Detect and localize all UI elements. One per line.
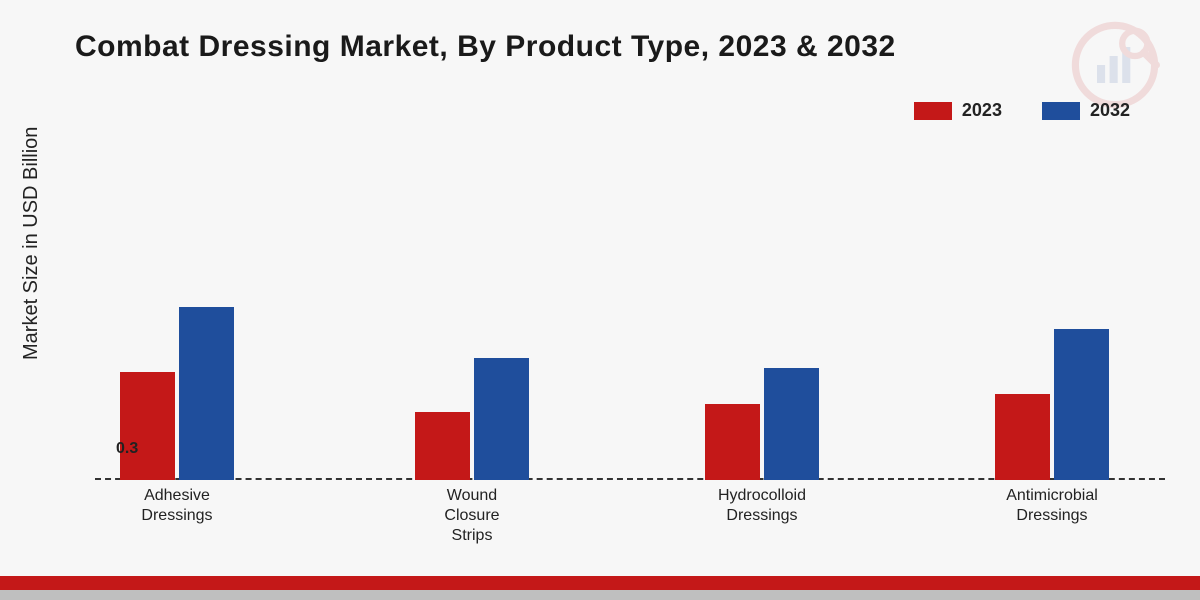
legend-swatch-2032	[1042, 102, 1080, 120]
legend-swatch-2023	[914, 102, 952, 120]
footer-bar-grey	[0, 590, 1200, 600]
bar-2032-3	[1054, 329, 1109, 480]
bar-2023-1	[415, 412, 470, 480]
footer-bar-red	[0, 576, 1200, 590]
legend-label-2023: 2023	[962, 100, 1002, 121]
bar-group-0: 0.3	[120, 307, 270, 480]
bar-group-3	[995, 329, 1145, 480]
category-labels: Adhesive Dressings Wound Closure Strips …	[95, 480, 1165, 550]
bar-2023-0	[120, 372, 175, 480]
legend: 2023 2032	[914, 100, 1130, 121]
bar-2032-0	[179, 307, 234, 480]
bar-2032-2	[764, 368, 819, 480]
legend-label-2032: 2032	[1090, 100, 1130, 121]
bar-group-1	[415, 358, 565, 480]
chart-canvas: Combat Dressing Market, By Product Type,…	[0, 0, 1200, 600]
legend-item-2023: 2023	[914, 100, 1002, 121]
watermark-logo	[1070, 20, 1160, 110]
chart-title: Combat Dressing Market, By Product Type,…	[75, 30, 896, 64]
cat-label-2: Hydrocolloid Dressings	[687, 486, 837, 526]
bar-2032-1	[474, 358, 529, 480]
bar-2023-3	[995, 394, 1050, 480]
cat-label-3: Antimicrobial Dressings	[977, 486, 1127, 526]
cat-label-0: Adhesive Dressings	[102, 486, 252, 526]
legend-item-2032: 2032	[1042, 100, 1130, 121]
plot-area: 0.3	[95, 160, 1165, 480]
y-axis-label: Market Size in USD Billion	[20, 127, 43, 360]
cat-label-1: Wound Closure Strips	[397, 486, 547, 546]
data-label-0: 0.3	[116, 440, 138, 458]
bar-2023-2	[705, 404, 760, 480]
bar-group-2	[705, 368, 855, 480]
